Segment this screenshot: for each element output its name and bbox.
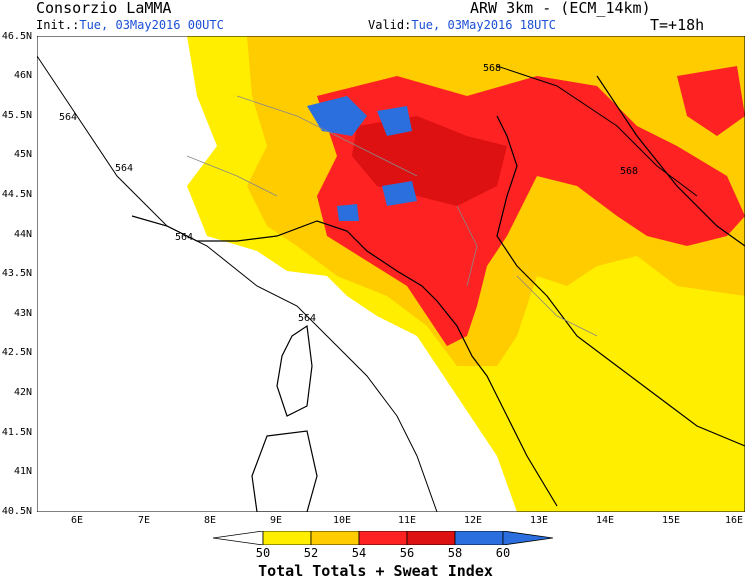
lat-label: 41.5N <box>1 427 32 438</box>
colorbar-title: Total Totals + Sweat Index <box>258 562 493 580</box>
lat-label: 40.5N <box>1 506 32 517</box>
lon-label: 12E <box>463 515 483 526</box>
colorbar-tick: 50 <box>255 546 271 560</box>
lon-label: 13E <box>529 515 549 526</box>
field-58-60-a <box>307 96 367 136</box>
colorbar-segment <box>406 531 456 545</box>
sardinia <box>251 430 318 512</box>
colorbar-segment <box>358 531 408 545</box>
lon-label: 16E <box>724 515 744 526</box>
lon-label: 10E <box>332 515 352 526</box>
field-58-60-b <box>377 106 412 136</box>
lat-label: 46.5N <box>1 31 32 42</box>
colorbar-segment <box>310 531 360 545</box>
lat-label: 45.5N <box>1 110 32 121</box>
forecast-map <box>37 36 745 512</box>
model-title: ARW 3km - (ECM_14km) <box>470 0 651 17</box>
field-56-58 <box>352 116 507 206</box>
contour-label: 564 <box>115 163 134 174</box>
colorbar-tick: 52 <box>303 546 319 560</box>
lat-label: 43N <box>13 308 32 319</box>
contour-564 <box>37 55 438 512</box>
colorbar-segment <box>213 531 264 545</box>
init-label: Init.: <box>36 18 80 32</box>
lon-label: 8E <box>203 515 217 526</box>
lon-label: 11E <box>397 515 417 526</box>
lat-label: 46N <box>13 70 32 81</box>
contour-label: 564 <box>59 112 78 123</box>
init-time: Init.:Tue, 03May2016 00UTC <box>36 19 224 32</box>
region-borders <box>186 95 598 337</box>
lat-label: 42N <box>13 387 32 398</box>
lat-label: 44.5N <box>1 189 32 200</box>
lat-label: 41N <box>13 466 32 477</box>
field-50-52-sea <box>537 336 657 512</box>
field-54-56-east <box>677 66 745 136</box>
contour-label: 568 <box>483 63 502 74</box>
colorbar-tick: 60 <box>495 546 511 560</box>
lat-label: 43.5N <box>1 268 32 279</box>
colorbar-tick: 58 <box>447 546 463 560</box>
colorbar-tick: 56 <box>399 546 415 560</box>
valid-time: Valid:Tue, 03May2016 18UTC <box>368 19 556 32</box>
contour-568 <box>496 65 698 197</box>
colorbar <box>213 531 553 545</box>
lat-label: 45N <box>13 149 32 160</box>
lat-label: 42.5N <box>1 347 32 358</box>
colorbar-tick: 54 <box>351 546 367 560</box>
corsica <box>276 324 313 417</box>
contour-label: 564 <box>298 313 317 324</box>
coastline-tyrrhenian <box>436 300 558 507</box>
colorbar-segment <box>502 531 553 545</box>
contour-label: 564 <box>175 232 194 243</box>
field-58-60-d <box>337 204 359 221</box>
valid-value: Tue, 03May2016 18UTC <box>411 18 556 32</box>
colorbar-segment <box>262 531 312 545</box>
coastline-adriatic <box>496 115 745 447</box>
contour-label: 568 <box>620 166 639 177</box>
field-58-60-c <box>382 181 417 206</box>
colorbar-segment <box>454 531 504 545</box>
lon-label: 15E <box>661 515 681 526</box>
lat-label: 44N <box>13 229 32 240</box>
provider-title: Consorzio LaMMA <box>36 0 172 17</box>
coast-croatia <box>596 75 745 247</box>
init-value: Tue, 03May2016 00UTC <box>79 18 224 32</box>
lon-label: 14E <box>595 515 615 526</box>
lead-time: T=+18h <box>650 16 705 34</box>
lon-label: 7E <box>137 515 151 526</box>
lon-label: 6E <box>70 515 84 526</box>
valid-label: Valid: <box>368 18 412 32</box>
lon-label: 9E <box>269 515 283 526</box>
